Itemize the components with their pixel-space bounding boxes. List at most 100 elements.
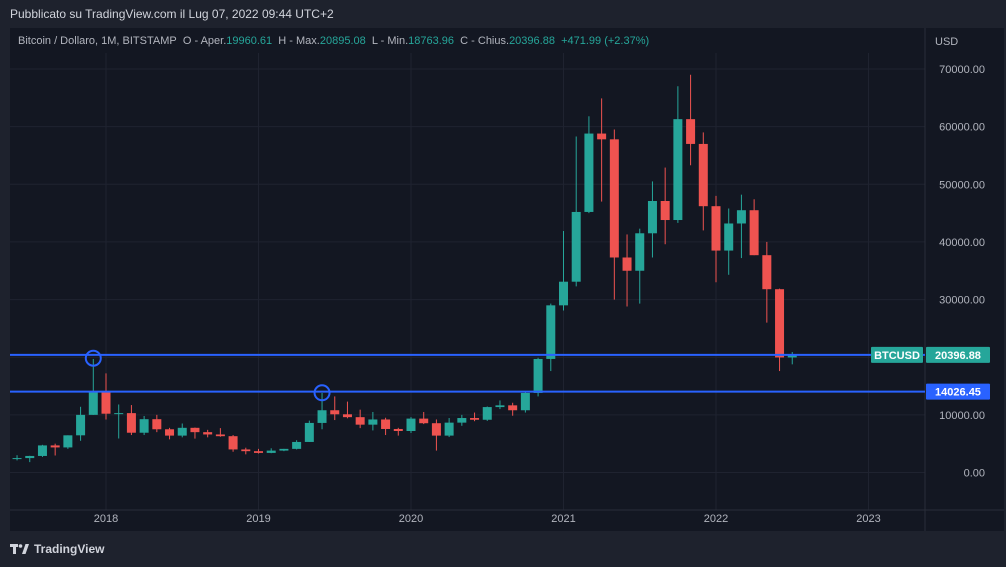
candle-body: [126, 413, 136, 433]
candle-body: [165, 429, 175, 436]
legend-open-label: O - Aper.: [182, 35, 227, 47]
candle-body: [292, 441, 302, 449]
symbol-tag-bg: [871, 346, 923, 363]
candle-body: [12, 458, 22, 460]
candle-body: [686, 119, 696, 144]
tradingview-logo-icon: [10, 544, 29, 554]
candle-body: [749, 210, 759, 256]
candle-body: [559, 281, 568, 306]
legend-low-value: 18763.96: [408, 35, 455, 47]
circle-annotation: [84, 349, 102, 367]
candle-body: [724, 223, 734, 251]
y-tick-label: 60000.00: [939, 122, 985, 134]
candle-body: [50, 445, 60, 448]
legend-close-value: 20396.88: [509, 35, 555, 47]
legend-high-label: H - Max.: [278, 35, 320, 47]
candle-body: [698, 143, 708, 207]
legend-close-label: C - Chius.: [460, 35, 510, 47]
candle-body: [393, 428, 403, 431]
y-tick-label: 40000.00: [939, 237, 985, 249]
candle-body: [495, 405, 505, 408]
candle-body: [508, 405, 518, 411]
candle-body: [368, 419, 378, 425]
candle-body: [355, 417, 365, 425]
candle-body: [775, 289, 785, 358]
candle-body: [381, 419, 391, 429]
symbol-tag: BTCUSD: [874, 350, 920, 362]
candle-body: [520, 392, 530, 411]
candle-body: [63, 435, 73, 448]
candle-body: [622, 257, 632, 271]
candle-body: [114, 413, 124, 415]
top-bar: Pubblicato su TradingView.com il Lug 07,…: [0, 0, 1006, 28]
legend-change: +471.99 (+2.37%): [561, 35, 650, 47]
candle-body: [736, 210, 746, 224]
candle-body: [304, 422, 314, 442]
candle-body: [190, 427, 200, 433]
candle-body: [571, 211, 581, 282]
candle-body: [152, 419, 162, 430]
brand-name: TradingView: [34, 542, 105, 556]
y-tick-label: 50000.00: [939, 179, 985, 191]
x-tick-label: 2021: [551, 513, 575, 525]
candle-body: [660, 201, 670, 221]
candle-body: [546, 305, 556, 359]
chart-legend: Bitcoin / Dollaro, 1M, BITSTAMP O - Aper…: [18, 35, 649, 47]
candle-body: [406, 418, 416, 431]
circle-annotation: [313, 384, 331, 402]
price-tag-bg: [926, 383, 990, 400]
x-tick-label: 2022: [704, 513, 728, 525]
x-tick-label: 2018: [94, 513, 118, 525]
candle-body: [597, 133, 607, 140]
candle-body: [241, 449, 251, 452]
candle-body: [470, 418, 480, 420]
candle-body: [533, 358, 543, 393]
candle-body: [330, 410, 340, 415]
candle-body: [444, 422, 454, 436]
candle-body: [673, 119, 683, 221]
candle-body: [431, 423, 441, 436]
x-tick-label: 2020: [399, 513, 423, 525]
x-tick-label: 2019: [246, 513, 270, 525]
y-tick-label: 10000.00: [939, 410, 985, 422]
tradingview-logo[interactable]: TradingView: [10, 542, 104, 556]
legend-symbol: Bitcoin / Dollaro, 1M, BITSTAMP: [18, 35, 177, 47]
candle-body: [762, 255, 772, 290]
legend-open-value: 19960.61: [226, 35, 273, 47]
legend-high-value: 20895.08: [319, 35, 366, 47]
candle-body: [317, 410, 327, 423]
candle-body: [609, 139, 619, 258]
candle-body: [457, 418, 467, 423]
candle-body: [635, 233, 645, 271]
candle-body: [482, 407, 492, 420]
y-tick-label: 70000.00: [939, 64, 985, 76]
candle-body: [647, 201, 657, 234]
chart-area[interactable]: [10, 28, 1004, 531]
candle-body: [787, 354, 797, 358]
candle-body: [25, 455, 35, 459]
candle-body: [584, 133, 594, 212]
bottom-bar: TradingView: [0, 531, 1006, 567]
x-tick-label: 2023: [856, 513, 880, 525]
candle-body: [177, 427, 187, 436]
candle-body: [215, 434, 225, 437]
candle-body: [711, 206, 721, 251]
candle-body: [37, 445, 47, 456]
price-tag-label: 20396.88: [935, 350, 981, 362]
y-tick-label: 0.00: [964, 468, 985, 480]
published-text: Pubblicato su TradingView.com il Lug 07,…: [10, 7, 334, 21]
candle-body: [342, 414, 352, 418]
price-tag-bg: [926, 346, 990, 363]
candle-body: [279, 448, 289, 451]
candle-body: [139, 419, 149, 433]
legend-low-label: L - Min.: [371, 35, 409, 47]
candle-body: [101, 391, 111, 414]
price-tag-label: 14026.45: [935, 387, 981, 399]
candle-body: [203, 432, 213, 435]
candle-body: [88, 391, 98, 415]
currency-label: USD: [935, 36, 958, 48]
candle-body: [228, 436, 238, 450]
y-tick-label: 30000.00: [939, 295, 985, 307]
candle-body: [254, 451, 263, 453]
